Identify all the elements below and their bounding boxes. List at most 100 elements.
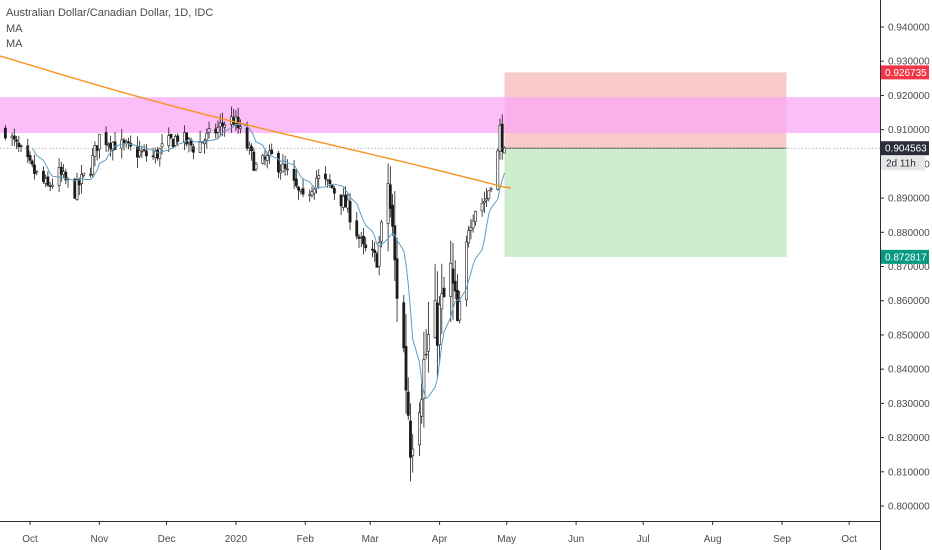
candle [216, 120, 220, 140]
y-tick-label: 0.920000 [888, 91, 930, 102]
x-tick-label: Jul [637, 534, 650, 545]
x-tick-label: 2020 [225, 534, 248, 545]
candle [265, 152, 269, 169]
ma-slow-line[interactable] [0, 55, 511, 189]
candle [420, 383, 424, 424]
candle [424, 328, 428, 360]
y-tick-label: 0.910000 [888, 125, 930, 136]
candle [3, 125, 7, 141]
y-tick-label: 0.810000 [888, 467, 930, 478]
svg-text:2d 11h: 2d 11h [886, 159, 916, 170]
candle [223, 121, 227, 137]
candle [332, 186, 336, 201]
candle [438, 296, 441, 365]
candle [467, 225, 471, 248]
y-tick-label: 0.800000 [888, 502, 930, 513]
candle [50, 178, 54, 190]
svg-text:0.872817: 0.872817 [885, 252, 927, 263]
candle [140, 145, 144, 159]
candle [35, 170, 39, 176]
candle [42, 166, 45, 184]
candle [377, 235, 381, 276]
candle [348, 193, 352, 231]
candle [418, 402, 421, 457]
candle [422, 331, 426, 428]
candle [440, 263, 444, 335]
candle [426, 301, 430, 373]
candle [480, 197, 484, 217]
y-tick-label: 0.930000 [888, 57, 930, 68]
candle [375, 251, 379, 268]
candle [465, 235, 468, 307]
indicator-ma-1[interactable]: MA [6, 23, 23, 35]
candle [297, 185, 300, 201]
candle [458, 290, 462, 324]
svg-text:0.904563: 0.904563 [885, 144, 927, 155]
candle [205, 128, 209, 150]
candle [17, 135, 21, 152]
candle [28, 151, 32, 164]
y-tick-label: 0.890000 [888, 194, 930, 205]
stop-zone[interactable] [504, 148, 787, 257]
indicator-ma-2[interactable]: MA [6, 38, 23, 50]
candle [482, 191, 486, 214]
candle [33, 154, 36, 180]
candle [469, 218, 473, 240]
x-tick-label: May [497, 534, 516, 545]
y-tick-label: 0.830000 [888, 399, 930, 410]
candle [144, 143, 148, 162]
x-tick-label: Nov [90, 534, 108, 545]
candle [93, 141, 97, 167]
candle [411, 434, 415, 473]
x-tick-label: Apr [432, 534, 448, 545]
y-tick-label: 0.840000 [888, 365, 930, 376]
x-tick-label: Oct [22, 534, 38, 545]
candle [82, 172, 86, 178]
candle [395, 237, 399, 322]
candle [500, 114, 504, 160]
candle [160, 133, 164, 155]
candle [30, 159, 34, 168]
target-price-label: 0.926735 [881, 65, 929, 80]
candle [171, 138, 175, 148]
candle [328, 174, 332, 189]
last-price-label: 0.904563 [881, 141, 929, 156]
candle [261, 153, 265, 165]
candle [442, 276, 446, 298]
candle [169, 133, 173, 140]
candle [324, 166, 327, 186]
candle [277, 150, 280, 179]
candle [64, 168, 68, 185]
symbol-title: Australian Dollar/Canadian Dollar, 1D, I… [6, 7, 214, 19]
y-tick-label: 0.860000 [888, 296, 930, 307]
y-tick-label: 0.870000 [888, 262, 930, 273]
candle [57, 158, 61, 193]
moving-averages [0, 55, 880, 400]
x-tick-label: Mar [362, 534, 380, 545]
candle [379, 219, 383, 248]
candle [485, 188, 488, 208]
candle [312, 187, 316, 200]
candle [75, 172, 79, 201]
candle [473, 210, 477, 226]
candle [371, 239, 374, 258]
candle [97, 133, 101, 159]
candle [317, 169, 321, 189]
x-tick-label: Sep [773, 534, 791, 545]
candle [12, 128, 16, 146]
countdown-label: 2d 11h [881, 156, 925, 171]
candle [294, 169, 298, 189]
resistance-zone[interactable] [0, 97, 880, 134]
ma-fast-line[interactable] [31, 123, 505, 400]
candle [252, 147, 256, 171]
candle [402, 294, 406, 353]
x-tick-label: Feb [297, 534, 315, 545]
y-tick-label: 0.850000 [888, 330, 930, 341]
candle [191, 143, 195, 160]
candle [391, 194, 394, 236]
candle [362, 228, 365, 255]
candle [138, 140, 142, 159]
candles [3, 106, 506, 482]
